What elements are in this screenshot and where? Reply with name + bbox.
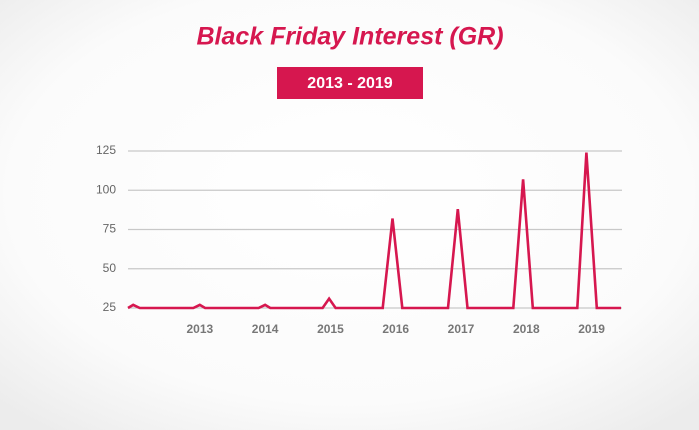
x-tick-label: 2014 [252,322,279,336]
y-tick-label: 50 [103,261,117,275]
chart-title: Black Friday Interest (GR) [196,23,503,51]
x-tick-label: 2017 [448,322,475,336]
chart-subtitle: 2013 - 2019 [307,75,393,92]
x-tick-label: 2018 [513,322,540,336]
x-tick-label: 2013 [186,322,213,336]
y-tick-label: 100 [96,182,116,196]
data-line [127,152,621,310]
x-tick-label: 2019 [578,322,605,336]
y-tick-label: 125 [96,143,116,157]
y-tick-label: 25 [103,300,117,314]
subtitle-badge [277,67,423,99]
x-tick-label: 2015 [317,322,344,336]
x-tick-label: 2016 [382,322,409,336]
y-tick-label: 75 [103,222,117,236]
